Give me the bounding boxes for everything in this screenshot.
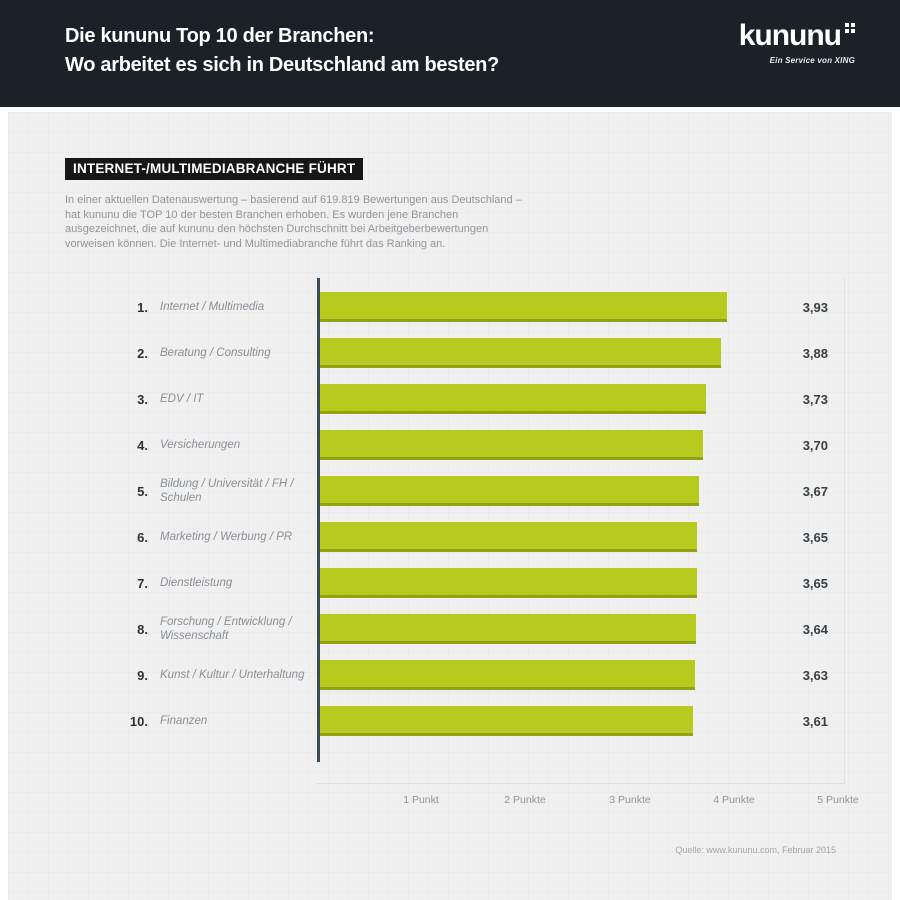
chart-row: 2. Beratung / Consulting 3,88 xyxy=(8,338,892,384)
bar xyxy=(320,660,695,690)
title-line-1: Die kununu Top 10 der Branchen: xyxy=(65,25,375,47)
bar xyxy=(320,384,706,414)
value-label: 3,88 xyxy=(802,345,828,361)
category-label: Versicherungen xyxy=(160,439,241,451)
value-label: 3,61 xyxy=(802,713,828,729)
bar xyxy=(320,568,697,598)
chart-row: 5. Bildung / Universität / FH / Schulen 3,… xyxy=(8,476,892,522)
value-label: 3,65 xyxy=(802,529,828,545)
rank-label: 4. xyxy=(137,437,148,453)
chart-row: 1. Internet / Multimedia 3,93 xyxy=(8,292,892,338)
x-tick-label: 1 Punkt xyxy=(403,794,439,806)
rank-label: 2. xyxy=(137,345,148,361)
category-label: Bildung / Universität / FH / Schulen xyxy=(160,478,294,504)
category-label: EDV / IT xyxy=(160,393,204,405)
category-label: Dienstleistung xyxy=(160,577,233,589)
category-label: Finanzen xyxy=(160,715,208,727)
bar-chart: 1. Internet / Multimedia 3,93 2. Beratung / … xyxy=(8,292,892,752)
rank-label: 6. xyxy=(137,529,148,545)
kununu-logo-text: kununu xyxy=(738,19,842,52)
chart-row: 8. Forschung / Entwicklung / Wissenschaft… xyxy=(8,614,892,660)
chart-row: 7. Dienstleistung 3,65 xyxy=(8,568,892,614)
chart-y-axis xyxy=(317,278,320,762)
source-note: Quelle: www.kununu.com, Februar 2015 xyxy=(675,845,836,855)
category-label: Forschung / Entwicklung / Wissenschaft xyxy=(160,616,292,642)
rank-label: 1. xyxy=(137,299,148,315)
value-label: 3,93 xyxy=(802,299,828,315)
kununu-logo: kununu Ein Service von XING xyxy=(739,20,855,65)
value-label: 3,64 xyxy=(802,621,828,637)
category-label: Internet / Multimedia xyxy=(160,301,265,313)
chart-row: 9. Kunst / Kultur / Unterhaltung 3,63 xyxy=(8,660,892,706)
chart-row: 4. Versicherungen 3,70 xyxy=(8,430,892,476)
chart-row: 10. Finanzen 3,61 xyxy=(8,706,892,752)
logo-tagline: Ein Service von XING xyxy=(769,56,855,65)
bar xyxy=(320,522,697,552)
kununu-pixel-icon xyxy=(845,23,855,33)
value-label: 3,67 xyxy=(802,483,828,499)
chart-row: 3. EDV / IT 3,73 xyxy=(8,384,892,430)
rank-label: 8. xyxy=(137,621,148,637)
header-banner: Die kununu Top 10 der Branchen: Wo arbei… xyxy=(0,0,900,107)
category-label: Kunst / Kultur / Unterhaltung xyxy=(160,669,305,681)
value-label: 3,65 xyxy=(802,575,828,591)
title-line-2: Wo arbeitet es sich in Deutschland am be… xyxy=(65,54,500,76)
bar xyxy=(320,430,703,460)
bar xyxy=(320,476,699,506)
content-panel: INTERNET-/MULTIMEDIABRANCHE FÜHRT In ein… xyxy=(8,112,892,900)
value-label: 3,63 xyxy=(802,667,828,683)
rank-label: 10. xyxy=(129,713,148,729)
x-tick-label: 5 Punkte xyxy=(817,794,859,806)
bar xyxy=(320,614,696,644)
bar xyxy=(320,706,693,736)
x-tick-label: 4 Punkte xyxy=(713,794,755,806)
rank-label: 3. xyxy=(137,391,148,407)
value-label: 3,73 xyxy=(802,391,828,407)
x-tick-label: 3 Punkte xyxy=(609,794,651,806)
category-label: Beratung / Consulting xyxy=(160,347,271,359)
chart-x-baseline xyxy=(317,783,845,784)
bar xyxy=(320,292,727,322)
headline-badge: INTERNET-/MULTIMEDIABRANCHE FÜHRT xyxy=(65,158,364,180)
x-axis-ticks: 1 Punkt 2 Punkte 3 Punkte 4 Punkte 5 Punkte xyxy=(8,794,892,810)
rank-label: 9. xyxy=(137,667,148,683)
rank-label: 5. xyxy=(137,483,148,499)
x-tick-label: 2 Punkte xyxy=(504,794,546,806)
chart-row: 6. Marketing / Werbung / PR 3,65 xyxy=(8,522,892,568)
page-title: Die kununu Top 10 der Branchen: Wo arbei… xyxy=(65,22,499,80)
intro-paragraph: In einer aktuellen Datenauswertung – bas… xyxy=(65,194,522,251)
bar xyxy=(320,338,721,368)
rank-label: 7. xyxy=(137,575,148,591)
value-label: 3,70 xyxy=(802,437,828,453)
chart-right-gridline xyxy=(844,278,845,783)
category-label: Marketing / Werbung / PR xyxy=(160,531,293,543)
